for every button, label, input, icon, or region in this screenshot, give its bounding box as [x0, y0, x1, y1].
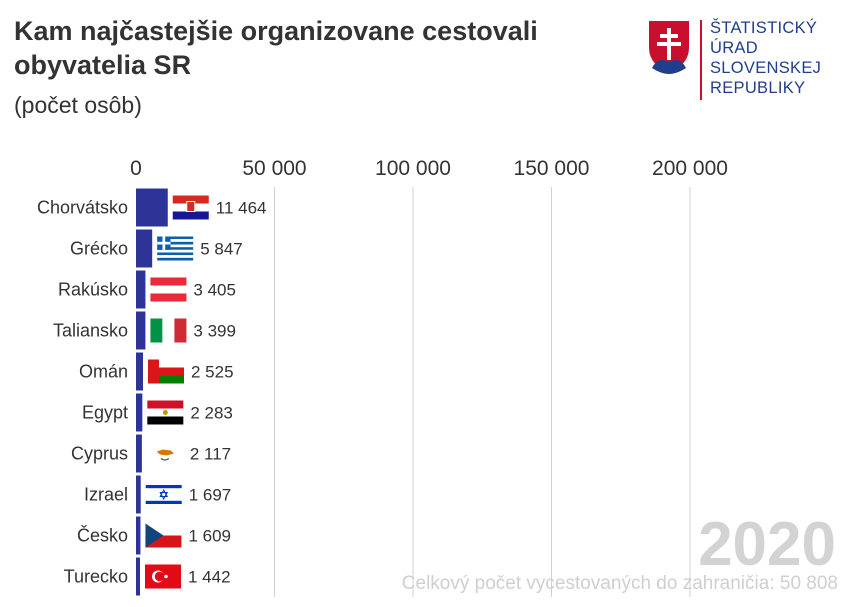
flag-cyprus-icon	[146, 441, 183, 466]
logo-line-1: ŠTATISTICKÝ	[710, 19, 818, 37]
value-label: 1 609	[188, 527, 231, 546]
bar	[136, 352, 143, 391]
flag-israel-icon	[145, 482, 182, 507]
value-label: 3 399	[193, 322, 236, 341]
category-label: Omán	[79, 362, 128, 382]
logo-line-4: REPUBLIKY	[710, 79, 806, 97]
category-label: Chorvátsko	[37, 198, 128, 218]
bar	[136, 557, 140, 596]
x-tick-label: 200 000	[652, 157, 728, 180]
value-label: 3 405	[193, 281, 236, 300]
value-label: 2 525	[191, 363, 234, 382]
total-travelers-note: Celkový počet vycestovaných do zahraniči…	[401, 573, 838, 594]
value-label: 11 464	[216, 199, 267, 218]
statistics-office-logo: ŠTATISTICKÝ ÚRAD SLOVENSKEJ REPUBLIKY	[646, 18, 846, 100]
value-label: 5 847	[200, 240, 243, 259]
bar	[136, 229, 153, 268]
x-tick-label: 0	[130, 157, 142, 180]
category-label: Izrael	[84, 485, 128, 505]
logo-line-2: ÚRAD	[710, 39, 758, 57]
bar	[136, 188, 168, 227]
bar	[136, 516, 141, 555]
slovak-coat-of-arms-icon	[647, 19, 691, 76]
value-label: 1 442	[188, 568, 231, 587]
category-label: Turecko	[64, 567, 128, 587]
flag-oman-icon	[147, 359, 184, 384]
logo-text: ŠTATISTICKÝ ÚRAD SLOVENSKEJ REPUBLIKY	[710, 18, 821, 98]
category-label: Taliansko	[53, 321, 128, 341]
x-tick-label: 150 000	[514, 157, 590, 180]
category-label: Rakúsko	[58, 280, 128, 300]
value-label: 2 283	[190, 404, 233, 423]
flag-czechia-icon	[145, 523, 182, 548]
bar	[136, 311, 146, 350]
category-label: Česko	[77, 525, 128, 546]
value-label: 2 117	[190, 445, 231, 464]
category-label: Grécko	[70, 239, 128, 259]
flag-italy-icon	[150, 318, 187, 343]
chart-subtitle: (počet osôb)	[14, 92, 142, 118]
year-label: 2020	[698, 510, 836, 579]
flag-turkey-icon	[144, 564, 181, 589]
value-label: 1 697	[189, 486, 232, 505]
logo-divider	[700, 20, 702, 100]
flag-croatia-icon	[172, 195, 209, 220]
category-label: Egypt	[82, 403, 128, 423]
bar	[136, 475, 141, 514]
x-tick-label: 100 000	[375, 157, 451, 180]
chart-title: Kam najčastejšie organizovane cestovali …	[14, 16, 538, 80]
x-tick-label: 50 000	[242, 157, 306, 180]
logo-line-3: SLOVENSKEJ	[710, 59, 822, 77]
bar	[136, 393, 143, 432]
bar	[136, 270, 146, 309]
flag-egypt-icon	[147, 400, 184, 425]
bar	[136, 434, 142, 473]
category-label: Cyprus	[71, 444, 128, 464]
flag-greece-icon	[157, 236, 194, 261]
flag-austria-icon	[150, 277, 187, 302]
